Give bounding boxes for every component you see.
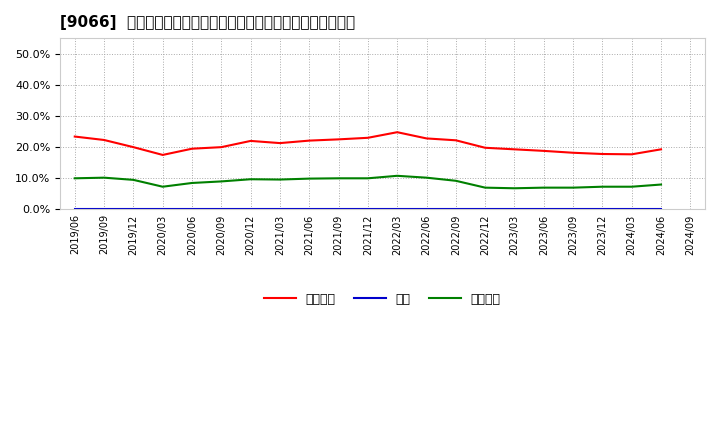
在庫 (510, 206, 519, 212)
買入債務 (481, 185, 490, 190)
在庫 (100, 206, 109, 212)
買入債務 (510, 186, 519, 191)
買入債務 (217, 179, 225, 184)
在庫 (217, 206, 225, 212)
買入債務 (276, 177, 284, 182)
売上債権 (276, 140, 284, 146)
売上債権 (334, 137, 343, 142)
在庫 (598, 206, 607, 212)
売上債権 (451, 138, 460, 143)
売上債権 (510, 147, 519, 152)
在庫 (627, 206, 636, 212)
売上債権 (481, 145, 490, 150)
在庫 (305, 206, 314, 212)
在庫 (334, 206, 343, 212)
在庫 (657, 206, 665, 212)
買入債務 (422, 175, 431, 180)
買入債務 (188, 180, 197, 186)
買入債務 (334, 176, 343, 181)
売上債権 (217, 144, 225, 150)
売上債権 (188, 146, 197, 151)
在庫 (481, 206, 490, 212)
買入債務 (539, 185, 548, 190)
買入債務 (158, 184, 167, 189)
在庫 (71, 206, 79, 212)
買入債務 (598, 184, 607, 189)
在庫 (276, 206, 284, 212)
在庫 (539, 206, 548, 212)
在庫 (569, 206, 577, 212)
売上債権 (393, 129, 402, 135)
買入債務 (71, 176, 79, 181)
売上債権 (71, 134, 79, 139)
買入債務 (364, 176, 372, 181)
売上債権 (627, 152, 636, 157)
Line: 売上債権: 売上債権 (75, 132, 661, 155)
在庫 (129, 206, 138, 212)
買入債務 (100, 175, 109, 180)
売上債権 (305, 138, 314, 143)
在庫 (451, 206, 460, 212)
買入債務 (129, 177, 138, 183)
売上債権 (539, 148, 548, 154)
売上債権 (129, 144, 138, 150)
在庫 (393, 206, 402, 212)
Line: 買入債務: 買入債務 (75, 176, 661, 188)
在庫 (158, 206, 167, 212)
買入債務 (393, 173, 402, 179)
在庫 (422, 206, 431, 212)
売上債権 (598, 151, 607, 157)
買入債務 (569, 185, 577, 190)
Text: [9066]  売上債権、在庫、買入債務の総資産に対する比率の推移: [9066] 売上債権、在庫、買入債務の総資産に対する比率の推移 (60, 15, 355, 30)
売上債権 (100, 137, 109, 143)
在庫 (246, 206, 255, 212)
売上債権 (364, 135, 372, 140)
買入債務 (657, 182, 665, 187)
買入債務 (451, 178, 460, 183)
売上債権 (246, 138, 255, 143)
Legend: 売上債権, 在庫, 買入債務: 売上債権, 在庫, 買入債務 (259, 288, 505, 311)
売上債権 (158, 152, 167, 158)
売上債権 (569, 150, 577, 155)
売上債権 (422, 136, 431, 141)
買入債務 (627, 184, 636, 189)
買入債務 (246, 176, 255, 182)
買入債務 (305, 176, 314, 181)
在庫 (188, 206, 197, 212)
売上債権 (657, 147, 665, 152)
在庫 (364, 206, 372, 212)
